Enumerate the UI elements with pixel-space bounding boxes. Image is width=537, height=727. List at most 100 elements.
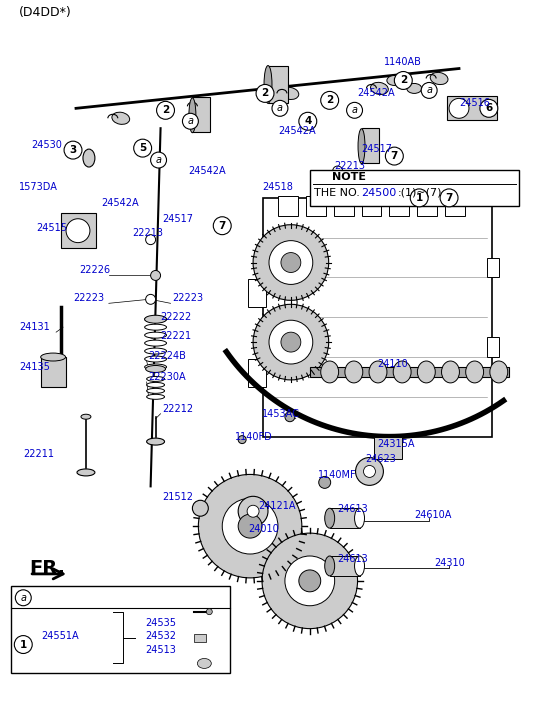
Ellipse shape [393,361,411,383]
Text: a: a [277,103,283,113]
Text: 7: 7 [445,193,453,203]
Ellipse shape [387,76,402,86]
Text: 22221: 22221 [161,331,192,341]
Circle shape [247,505,259,517]
Text: (D4DD*): (D4DD*) [19,6,72,19]
Text: 24517: 24517 [361,144,393,154]
Text: 24310: 24310 [434,558,465,568]
Bar [248,279,266,308]
Circle shape [150,152,166,168]
Bar [306,196,326,216]
Bar [487,257,499,278]
Text: 1573DA: 1573DA [19,182,58,192]
Ellipse shape [147,377,164,382]
Text: 22223: 22223 [73,293,104,303]
Bar [330,508,360,528]
Ellipse shape [144,316,166,324]
Ellipse shape [144,364,166,370]
Ellipse shape [147,388,164,393]
Text: 22224B: 22224B [149,351,186,361]
Circle shape [238,497,268,526]
Text: 1140FD: 1140FD [235,432,273,441]
Bar [268,65,288,103]
Ellipse shape [321,361,339,383]
Circle shape [269,241,313,284]
Bar [374,437,402,459]
Text: 1140MF: 1140MF [318,470,357,481]
Circle shape [222,498,278,554]
Bar [487,337,499,357]
Bar [61,213,96,248]
Bar [310,170,519,206]
Circle shape [285,411,295,422]
Circle shape [346,103,362,119]
Circle shape [183,113,198,129]
Ellipse shape [407,84,422,93]
Text: 4: 4 [304,116,311,126]
Ellipse shape [112,112,129,124]
Circle shape [440,189,458,206]
Bar [330,556,360,576]
Circle shape [213,217,231,235]
Circle shape [410,189,428,206]
Ellipse shape [198,659,211,668]
Ellipse shape [146,366,165,372]
Text: 24613: 24613 [338,554,368,564]
Text: :(1)~(7): :(1)~(7) [397,188,442,198]
Circle shape [16,590,31,606]
Ellipse shape [430,73,448,84]
Text: 24315A: 24315A [378,438,415,449]
Text: 24515: 24515 [36,222,67,233]
Bar [333,196,353,216]
Ellipse shape [358,129,365,164]
Ellipse shape [281,87,299,100]
Circle shape [238,435,246,443]
Bar [417,196,437,216]
Text: 22211: 22211 [23,449,54,459]
Circle shape [66,219,90,243]
Ellipse shape [41,353,66,361]
Text: 24613: 24613 [338,505,368,514]
Text: 5: 5 [139,143,146,153]
Text: 1: 1 [20,640,27,649]
Ellipse shape [144,356,166,362]
Text: 22212: 22212 [163,403,194,414]
Bar [445,196,465,216]
Ellipse shape [189,98,196,133]
Text: 24110: 24110 [378,359,408,369]
Text: 22230A: 22230A [149,372,186,382]
Text: 24516: 24516 [459,98,490,108]
Text: 1140AB: 1140AB [384,57,422,67]
Text: 3: 3 [69,145,77,155]
Circle shape [206,608,212,615]
Ellipse shape [466,361,484,383]
Text: NOTE: NOTE [332,172,366,182]
Ellipse shape [147,438,164,445]
Circle shape [272,100,288,116]
Text: 1: 1 [416,193,423,203]
Text: 1453AC: 1453AC [262,409,300,419]
Circle shape [146,294,156,305]
Ellipse shape [345,361,363,383]
Bar [11,586,230,673]
Circle shape [198,475,302,578]
Text: 24542A: 24542A [278,126,316,136]
Ellipse shape [369,361,387,383]
Circle shape [480,100,498,117]
Text: 22223: 22223 [172,293,204,303]
Circle shape [157,101,175,119]
Text: 21512: 21512 [163,492,193,502]
Circle shape [319,476,331,489]
Circle shape [332,166,343,176]
Ellipse shape [144,340,166,346]
Circle shape [192,500,208,516]
Ellipse shape [144,324,166,330]
Text: 24121A: 24121A [258,501,295,511]
Ellipse shape [325,556,335,576]
Text: 7: 7 [219,221,226,230]
Bar [361,128,380,163]
Text: 22213: 22213 [335,161,366,171]
Text: 22222: 22222 [161,312,192,322]
Text: 24135: 24135 [19,362,50,372]
Text: 24532: 24532 [146,630,177,640]
